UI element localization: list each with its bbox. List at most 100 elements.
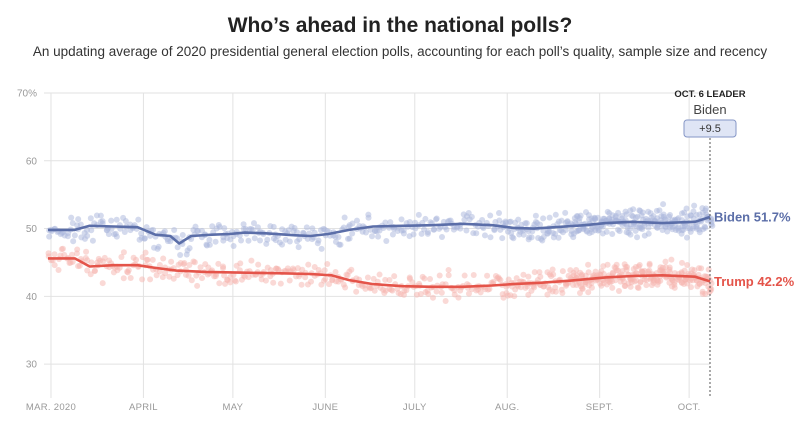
poll-dot	[75, 216, 82, 223]
poll-dot	[335, 233, 342, 240]
poll-dot	[197, 264, 204, 271]
poll-dot	[340, 224, 347, 231]
poll-dot	[674, 216, 681, 223]
poll-dot	[660, 211, 667, 218]
poll-dot	[349, 230, 356, 237]
poll-dot	[251, 235, 258, 242]
poll-dot	[277, 280, 284, 287]
poll-dot	[427, 275, 434, 282]
poll-dot	[215, 260, 222, 267]
poll-dot	[678, 259, 685, 266]
poll-dot	[324, 260, 331, 267]
poll-dot	[91, 267, 98, 274]
poll-dot	[155, 243, 162, 250]
poll-dot	[691, 267, 698, 274]
poll-dot	[84, 227, 91, 234]
leader-margin: +9.5	[699, 123, 721, 135]
poll-dot	[349, 220, 356, 227]
poll-dot	[585, 269, 592, 276]
x-tick-label: APRIL	[129, 402, 158, 413]
poll-dot	[667, 212, 674, 219]
poll-dot	[627, 231, 634, 238]
poll-dot	[286, 277, 293, 284]
poll-dot	[314, 240, 321, 247]
poll-dot	[77, 221, 84, 228]
poll-dot	[666, 266, 673, 273]
poll-dot	[188, 277, 195, 284]
poll-dot	[424, 229, 431, 236]
poll-dot	[615, 267, 622, 274]
leader-heading: OCT. 6 LEADER	[674, 89, 745, 100]
poll-dot	[480, 224, 487, 231]
poll-dot	[479, 217, 486, 224]
average-lines	[48, 215, 711, 289]
y-tick-label: 40	[26, 292, 38, 303]
poll-dot	[604, 261, 611, 268]
poll-dot	[70, 238, 77, 245]
poll-dot	[588, 284, 595, 291]
poll-dot	[451, 287, 458, 294]
end-label-biden: Biden 51.7%	[714, 210, 791, 225]
poll-dot	[585, 261, 592, 268]
chart-subtitle: An updating average of 2020 presidential…	[32, 44, 768, 59]
poll-dot	[409, 279, 416, 286]
poll-dot	[510, 235, 517, 242]
poll-dot	[238, 237, 245, 244]
poll-dot	[615, 287, 622, 294]
poll-dot	[417, 291, 424, 298]
poll-dot	[438, 289, 445, 296]
poll-dot	[391, 273, 398, 280]
poll-dot	[382, 219, 389, 226]
poll-dot	[389, 231, 396, 238]
poll-dot	[302, 274, 309, 281]
poll-dot	[303, 224, 310, 231]
poll-dot	[398, 216, 405, 223]
poll-dot	[520, 271, 527, 278]
poll-dot	[133, 256, 140, 263]
x-tick-label: AUG.	[495, 402, 519, 413]
poll-dot	[433, 215, 440, 222]
poll-dot	[174, 244, 181, 251]
poll-dot	[515, 216, 522, 223]
poll-dot	[579, 286, 586, 293]
poll-dot	[245, 237, 252, 244]
poll-dot	[69, 258, 76, 265]
poll-dot	[537, 221, 544, 228]
poll-dot	[415, 211, 422, 218]
chart-title: Who’s ahead in the national polls?	[227, 14, 573, 37]
poll-dot	[487, 234, 494, 241]
poll-dot	[406, 274, 413, 281]
poll-dot	[394, 285, 401, 292]
poll-dot	[325, 281, 332, 288]
poll-dot	[341, 214, 348, 221]
poll-dot	[212, 238, 219, 245]
poll-dot	[383, 238, 390, 245]
poll-dot	[118, 253, 125, 260]
poll-dot	[406, 218, 413, 225]
poll-dot	[305, 261, 312, 268]
poll-dot	[348, 266, 355, 273]
poll-dot	[632, 214, 639, 221]
poll-dot	[113, 216, 120, 223]
poll-dot	[525, 291, 532, 298]
poll-dot	[447, 217, 454, 224]
poll-dot	[549, 266, 556, 273]
poll-dot	[365, 211, 372, 218]
poll-dot	[88, 227, 95, 234]
poll-dots-biden	[46, 201, 716, 258]
poll-dot	[562, 209, 569, 216]
poll-dot	[443, 226, 450, 233]
poll-dot	[499, 235, 506, 242]
poll-dot	[298, 281, 305, 288]
poll-dot	[430, 226, 437, 233]
x-tick-label: MAY	[222, 402, 243, 413]
poll-dot	[108, 217, 115, 224]
poll-dot	[45, 250, 52, 257]
leader-box: OCT. 6 LEADER Biden +9.5	[674, 89, 746, 398]
poll-dot	[170, 275, 177, 282]
poll-dot	[386, 277, 393, 284]
poll-dot	[250, 220, 257, 227]
poll-dot	[457, 225, 464, 232]
poll-dot	[552, 288, 559, 295]
